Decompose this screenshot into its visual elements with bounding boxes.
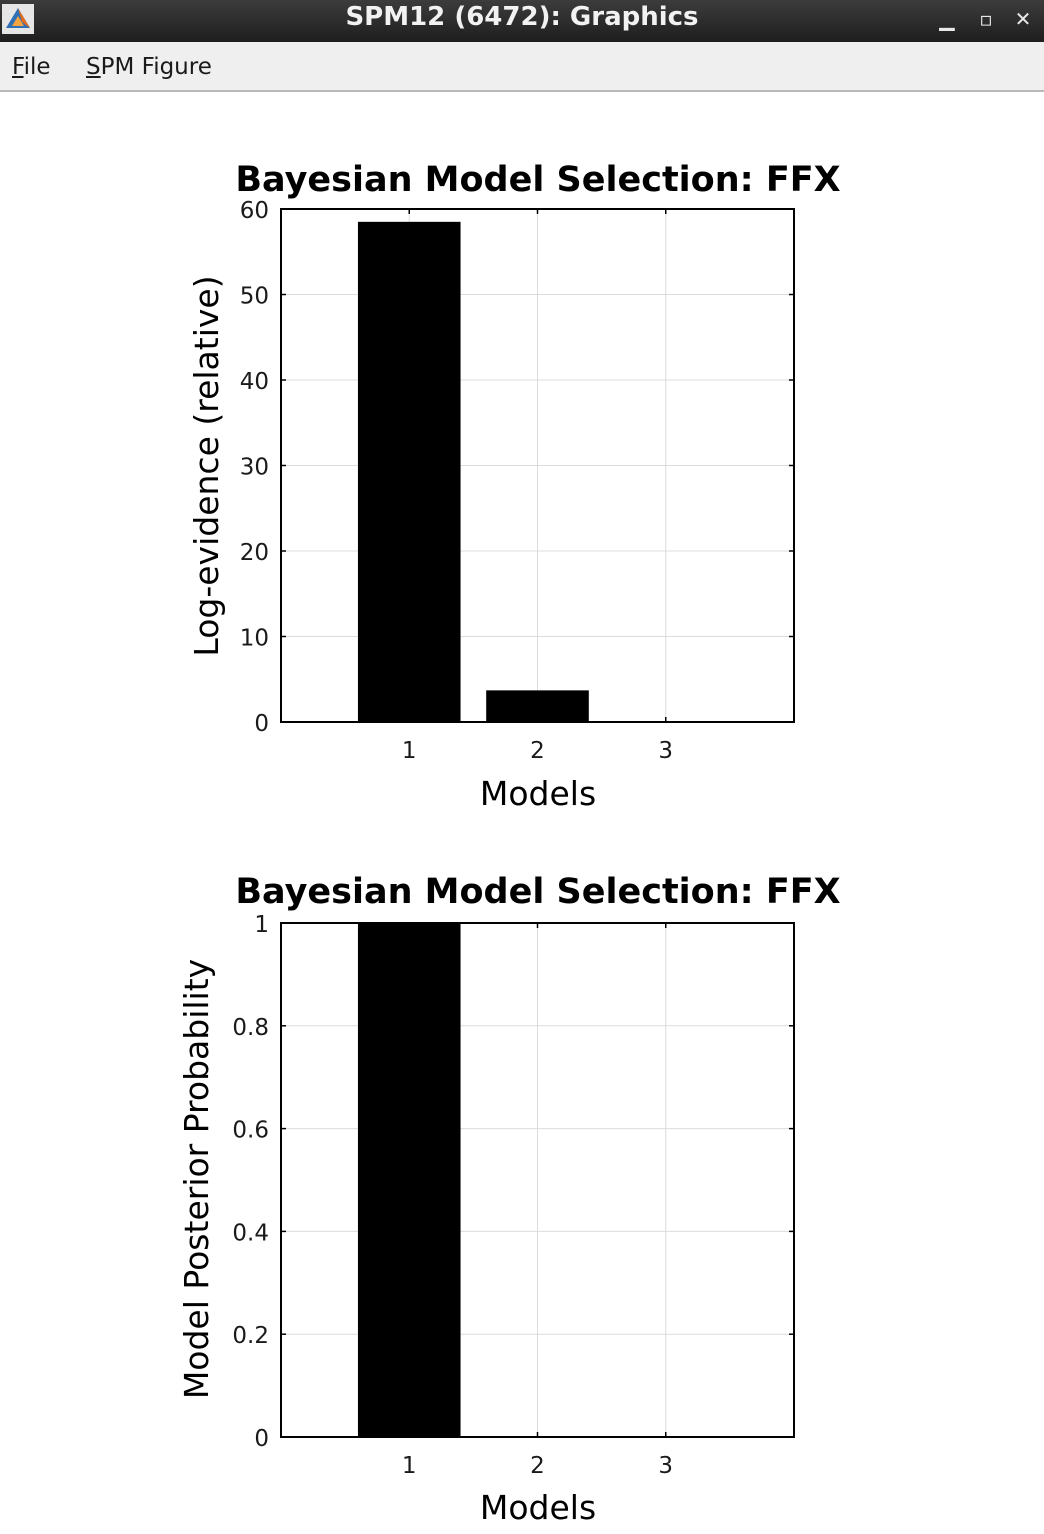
menu-bar: File SPM Figure	[0, 42, 1044, 92]
bar-model-1	[357, 221, 461, 722]
window-titlebar: SPM12 (6472): Graphics ▁ ▫ ✕	[0, 0, 1044, 42]
close-icon: ✕	[1014, 7, 1032, 31]
chart-title: Bayesian Model Selection: FFX	[235, 872, 840, 912]
x-axis-label: Models	[480, 774, 596, 813]
window-title: SPM12 (6472): Graphics	[345, 2, 699, 32]
y-tick-label: 50	[240, 284, 269, 310]
y-tick-label: 0	[254, 1426, 269, 1452]
y-tick-label: 0	[254, 711, 269, 737]
menu-file[interactable]: File	[12, 42, 51, 90]
x-axis-label: Models	[480, 1488, 596, 1527]
x-tick-label: 1	[402, 738, 417, 764]
maximize-icon: ▫	[979, 7, 993, 31]
x-tick-label: 3	[658, 738, 673, 764]
y-tick-label: 0.6	[232, 1118, 269, 1144]
y-axis-label: Model Posterior Probability	[177, 959, 216, 1399]
y-tick-label: 40	[240, 369, 269, 395]
y-tick-label: 0.8	[232, 1015, 269, 1041]
chart-log-evidence: 0 10 20 30 40 50 60 1 2 3 Bayesian Model Selectio…	[187, 160, 841, 813]
x-tick-label: 3	[658, 1453, 673, 1479]
bar-model-2	[486, 690, 589, 722]
chart-posterior-probability: 0 0.2 0.4 0.6 0.8 1 1 2 3 Bayesian Model Selecti…	[177, 872, 841, 1527]
chart-title: Bayesian Model Selection: FFX	[235, 160, 840, 200]
y-tick-label: 20	[240, 540, 269, 566]
minimize-icon: ▁	[939, 7, 955, 31]
y-tick-label: 0.2	[232, 1323, 269, 1349]
x-tick-label: 2	[530, 1453, 545, 1479]
close-button[interactable]: ✕	[1008, 6, 1038, 32]
y-tick-label: 30	[240, 455, 269, 481]
x-tick-label: 1	[402, 1453, 417, 1479]
y-tick-label: 0.4	[232, 1220, 269, 1246]
y-tick-label: 10	[240, 626, 269, 652]
y-axis-label: Log-evidence (relative)	[187, 275, 226, 656]
y-tick-label: 1	[254, 912, 269, 938]
minimize-button[interactable]: ▁	[932, 6, 962, 32]
matlab-app-icon	[2, 4, 34, 34]
y-tick-label: 60	[240, 198, 269, 224]
menu-spm-figure-mnemonic: S	[86, 54, 101, 80]
menu-file-label: ile	[23, 54, 51, 80]
x-tick-label: 2	[530, 738, 545, 764]
bar-model-1	[357, 923, 461, 1437]
maximize-button[interactable]: ▫	[971, 6, 1001, 32]
menu-spm-figure-label: PM Figure	[100, 54, 212, 80]
menu-file-mnemonic: F	[12, 54, 24, 80]
menu-spm-figure[interactable]: SPM Figure	[86, 42, 212, 90]
